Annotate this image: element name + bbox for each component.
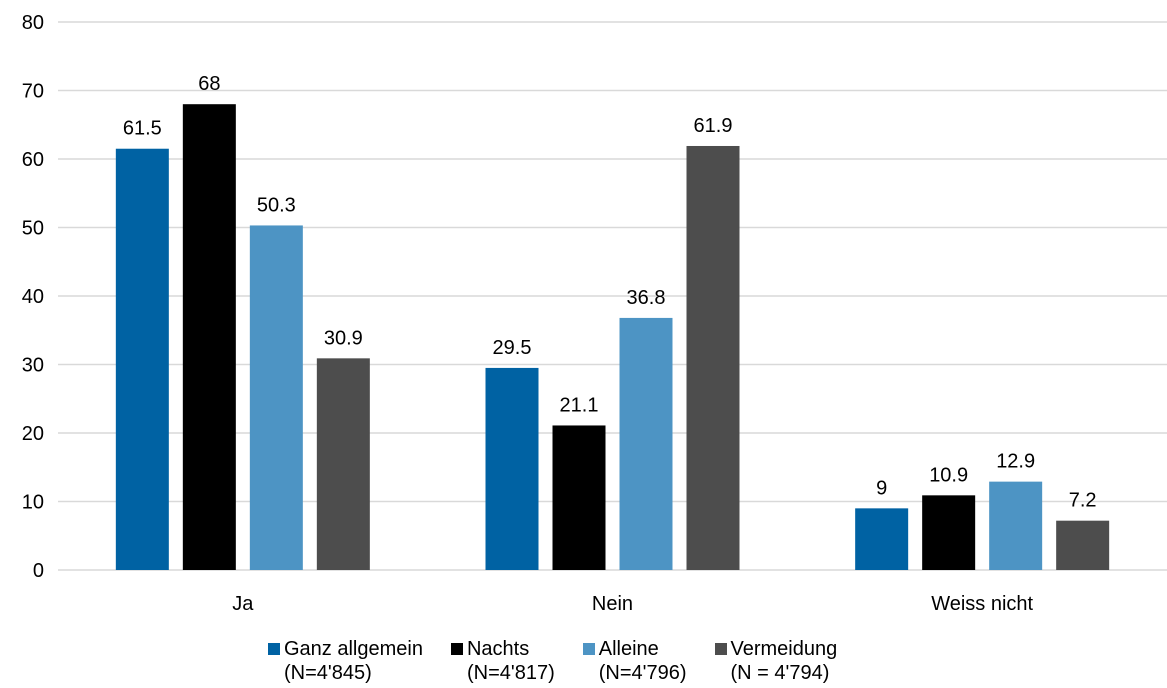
legend-item: Ganz allgemein (N=4'845) <box>268 637 423 685</box>
legend-text: Ganz allgemein (N=4'845) <box>284 637 423 685</box>
bar <box>317 358 370 570</box>
bar <box>486 368 539 570</box>
bar <box>553 425 606 570</box>
bar <box>1056 521 1109 570</box>
bar <box>620 318 673 570</box>
y-tick-label: 70 <box>22 81 44 103</box>
legend-swatch <box>268 643 280 655</box>
data-label: 10.9 <box>929 464 968 486</box>
bar <box>855 508 908 570</box>
legend-series-note: (N=4'845) <box>284 661 423 685</box>
bar <box>183 104 236 570</box>
legend-series-name: Ganz allgemein <box>284 637 423 661</box>
y-tick-label: 0 <box>33 560 44 582</box>
bar <box>116 149 169 570</box>
legend-swatch <box>715 643 727 655</box>
legend: Ganz allgemein (N=4'845) Nachts (N=4'817) Al… <box>268 637 865 685</box>
y-tick-label: 50 <box>22 218 44 240</box>
data-label: 30.9 <box>324 327 363 349</box>
legend-text: Vermeidung (N = 4'794) <box>731 637 838 685</box>
legend-text: Alleine (N=4'796) <box>599 637 687 685</box>
x-tick-label: Ja <box>232 593 254 615</box>
legend-series-note: (N=4'796) <box>599 661 687 685</box>
x-axis-ticks: Ja Nein Weiss nicht <box>232 593 1033 615</box>
data-label: 36.8 <box>627 287 666 309</box>
legend-text: Nachts (N=4'817) <box>467 637 555 685</box>
y-tick-label: 30 <box>22 355 44 377</box>
bar <box>922 495 975 570</box>
legend-series-name: Vermeidung <box>731 637 838 661</box>
bar <box>250 225 303 570</box>
data-label: 12.9 <box>996 451 1035 473</box>
y-axis-ticks: 0 10 20 30 40 50 60 70 80 <box>22 12 44 582</box>
data-label: 61.5 <box>123 118 162 140</box>
bar <box>687 146 740 570</box>
y-tick-label: 40 <box>22 286 44 308</box>
data-label: 29.5 <box>493 337 532 359</box>
x-tick-label: Nein <box>592 593 633 615</box>
data-label: 50.3 <box>257 194 296 216</box>
data-label: 68 <box>198 73 220 95</box>
legend-item: Nachts (N=4'817) <box>451 637 555 685</box>
bar-chart: 0 10 20 30 40 50 60 70 80 61.5 68 50.3 30.9 29.5 21.1… <box>0 0 1167 630</box>
bars <box>116 104 1109 570</box>
y-tick-label: 10 <box>22 492 44 514</box>
y-tick-label: 80 <box>22 12 44 34</box>
legend-swatch <box>451 643 463 655</box>
legend-series-name: Alleine <box>599 637 687 661</box>
legend-series-name: Nachts <box>467 637 555 661</box>
data-label: 61.9 <box>694 115 733 137</box>
data-label: 7.2 <box>1069 490 1097 512</box>
y-tick-label: 60 <box>22 149 44 171</box>
y-tick-label: 20 <box>22 423 44 445</box>
legend-series-note: (N=4'817) <box>467 661 555 685</box>
legend-swatch <box>583 643 595 655</box>
legend-item: Vermeidung (N = 4'794) <box>715 637 838 685</box>
x-tick-label: Weiss nicht <box>931 593 1033 615</box>
data-label: 21.1 <box>560 394 599 416</box>
bar <box>989 482 1042 570</box>
legend-item: Alleine (N=4'796) <box>583 637 687 685</box>
data-label: 9 <box>876 477 887 499</box>
legend-series-note: (N = 4'794) <box>731 661 838 685</box>
